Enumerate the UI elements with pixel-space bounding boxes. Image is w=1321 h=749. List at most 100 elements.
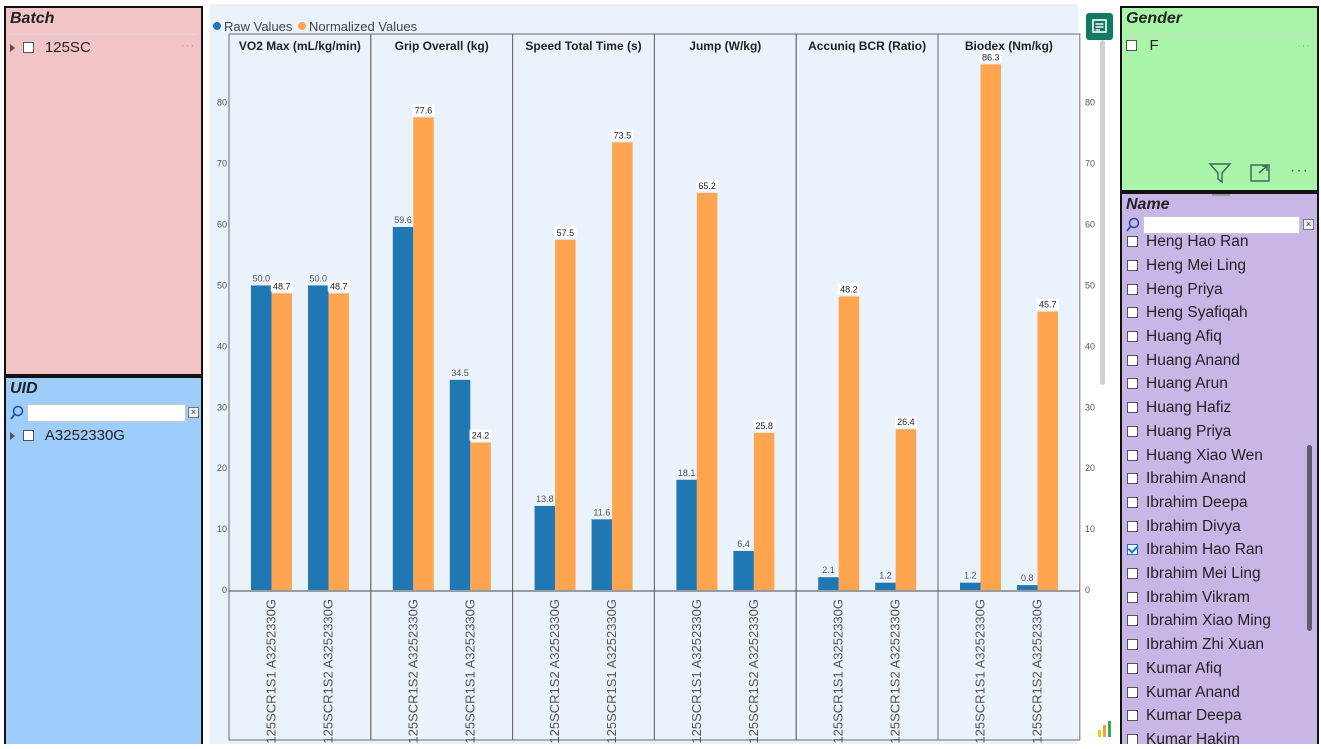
bar-raw[interactable] bbox=[960, 582, 981, 590]
batch-item[interactable]: 125SC bbox=[10, 39, 91, 57]
name-item[interactable]: Kumar Hakim bbox=[1127, 728, 1240, 744]
name-item[interactable]: Ibrahim Vikram bbox=[1127, 586, 1250, 609]
name-search-input[interactable] bbox=[1143, 216, 1300, 234]
bar-raw[interactable] bbox=[875, 582, 896, 590]
y-tick-label-left: 60 bbox=[217, 220, 227, 230]
name-item[interactable]: Kumar Anand bbox=[1127, 680, 1240, 703]
name-item-checkbox[interactable] bbox=[1127, 331, 1138, 343]
name-item-checkbox[interactable] bbox=[1127, 283, 1138, 295]
bar-raw[interactable] bbox=[534, 505, 556, 590]
gender-item-checkbox[interactable] bbox=[1126, 40, 1137, 52]
batch-title-divider bbox=[10, 34, 197, 35]
name-item[interactable]: Heng Priya bbox=[1127, 277, 1223, 300]
visual-table-icon bbox=[1092, 19, 1107, 33]
name-item[interactable]: Ibrahim Mei Ling bbox=[1127, 562, 1261, 585]
bar-normalized[interactable] bbox=[555, 239, 576, 591]
x-category-label: 125SCR1S1 A3252330G bbox=[831, 599, 846, 744]
name-item[interactable]: Huang Arun bbox=[1127, 372, 1228, 395]
bar-raw[interactable] bbox=[733, 551, 754, 590]
bar-normalized[interactable] bbox=[980, 64, 1002, 590]
name-item-checkbox[interactable] bbox=[1127, 425, 1138, 437]
name-item-label: Ibrahim Deepa bbox=[1146, 493, 1248, 511]
name-item-checkbox-checked[interactable] bbox=[1127, 544, 1138, 556]
bar-normalized[interactable] bbox=[1037, 311, 1059, 590]
name-item-checkbox[interactable] bbox=[1127, 591, 1138, 603]
bar-normalized[interactable] bbox=[413, 117, 434, 590]
name-item-checkbox[interactable] bbox=[1127, 733, 1138, 744]
more-options-icon[interactable]: ··· bbox=[1290, 162, 1309, 179]
name-item[interactable]: Huang Xiao Wen bbox=[1127, 443, 1263, 466]
name-item-checkbox[interactable] bbox=[1127, 354, 1138, 366]
name-item[interactable]: Huang Anand bbox=[1127, 349, 1240, 372]
name-item-checkbox[interactable] bbox=[1127, 615, 1138, 627]
name-item-checkbox[interactable] bbox=[1127, 710, 1138, 722]
uid-item-checkbox[interactable] bbox=[23, 430, 35, 442]
name-item[interactable]: Heng Syafiqah bbox=[1127, 301, 1248, 324]
name-item[interactable]: Huang Afiq bbox=[1127, 325, 1222, 348]
name-item[interactable]: Ibrahim Deepa bbox=[1127, 491, 1248, 514]
bar-raw[interactable] bbox=[392, 226, 414, 590]
name-item[interactable]: Huang Hafiz bbox=[1127, 396, 1231, 419]
name-item-checkbox[interactable] bbox=[1127, 449, 1138, 461]
batch-item-checkbox[interactable] bbox=[23, 42, 35, 54]
name-item-checkbox[interactable] bbox=[1127, 568, 1138, 580]
name-item-checkbox[interactable] bbox=[1127, 496, 1138, 508]
gender-item[interactable]: F bbox=[1126, 37, 1159, 55]
bar-normalized[interactable] bbox=[271, 293, 293, 590]
bar-normalized[interactable] bbox=[696, 192, 718, 590]
bar-raw[interactable] bbox=[818, 577, 839, 590]
uid-item[interactable]: A3252330G bbox=[10, 427, 125, 445]
name-item[interactable]: Heng Mei Ling bbox=[1127, 254, 1246, 277]
bar-raw[interactable] bbox=[251, 285, 272, 590]
name-item[interactable]: Ibrahim Divya bbox=[1127, 514, 1241, 537]
resize-handle[interactable] bbox=[1212, 194, 1230, 196]
name-item-checkbox[interactable] bbox=[1127, 402, 1138, 414]
name-item-checkbox[interactable] bbox=[1127, 473, 1138, 485]
name-list-scrollbar[interactable] bbox=[1307, 445, 1312, 631]
more-options-icon[interactable]: ··· bbox=[181, 40, 195, 52]
name-item[interactable]: Kumar Deepa bbox=[1127, 704, 1242, 727]
name-item-checkbox[interactable] bbox=[1127, 236, 1138, 248]
y-tick-label-left: 0 bbox=[222, 585, 227, 595]
bar-raw[interactable] bbox=[308, 285, 329, 590]
name-item[interactable]: Ibrahim Xiao Ming bbox=[1127, 609, 1271, 632]
bar-raw[interactable] bbox=[1017, 585, 1038, 590]
expand-arrow-icon[interactable] bbox=[10, 431, 15, 440]
more-options-icon[interactable]: ··· bbox=[1297, 40, 1311, 52]
name-item-checkbox[interactable] bbox=[1127, 639, 1138, 651]
bar-raw[interactable] bbox=[591, 519, 613, 590]
chart-scrollbar[interactable] bbox=[1100, 40, 1105, 385]
bar-raw[interactable] bbox=[449, 379, 471, 590]
bar-normalized[interactable] bbox=[328, 293, 350, 590]
data-label-raw: 11.6 bbox=[593, 507, 610, 517]
clear-search-icon[interactable]: × bbox=[1303, 219, 1314, 230]
bar-normalized[interactable] bbox=[838, 296, 860, 590]
name-item[interactable]: Huang Priya bbox=[1127, 420, 1231, 443]
name-item-checkbox[interactable] bbox=[1127, 520, 1138, 532]
data-label-normalized: 45.7 bbox=[1039, 300, 1057, 310]
uid-search-input[interactable] bbox=[27, 404, 186, 422]
name-item-checkbox[interactable] bbox=[1127, 259, 1138, 271]
bar-normalized[interactable] bbox=[470, 442, 491, 590]
name-item-checkbox[interactable] bbox=[1127, 307, 1138, 319]
filter-icon[interactable] bbox=[1208, 162, 1232, 184]
name-item-checkbox[interactable] bbox=[1127, 686, 1138, 698]
name-item[interactable]: Heng Hao Ran bbox=[1127, 230, 1249, 253]
y-tick-label-right: 20 bbox=[1085, 463, 1095, 473]
name-item[interactable]: Kumar Afiq bbox=[1127, 657, 1222, 680]
bar-normalized[interactable] bbox=[895, 429, 917, 590]
expand-arrow-icon[interactable] bbox=[10, 43, 15, 52]
clear-search-icon[interactable]: × bbox=[188, 407, 199, 418]
name-item-checkbox[interactable] bbox=[1127, 378, 1138, 390]
focus-expand-icon[interactable] bbox=[1249, 163, 1271, 183]
focus-mode-button[interactable] bbox=[1086, 13, 1113, 40]
bar-normalized[interactable] bbox=[612, 142, 633, 590]
name-item-checkbox[interactable] bbox=[1127, 662, 1138, 674]
name-item[interactable]: Ibrahim Hao Ran bbox=[1127, 538, 1263, 561]
name-item[interactable]: Ibrahim Anand bbox=[1127, 467, 1246, 490]
y-tick-label-left: 10 bbox=[217, 524, 227, 534]
bar-raw[interactable] bbox=[676, 479, 697, 590]
name-item-label: Huang Afiq bbox=[1146, 328, 1222, 346]
name-item[interactable]: Ibrahim Zhi Xuan bbox=[1127, 633, 1264, 656]
bar-normalized[interactable] bbox=[753, 432, 775, 590]
